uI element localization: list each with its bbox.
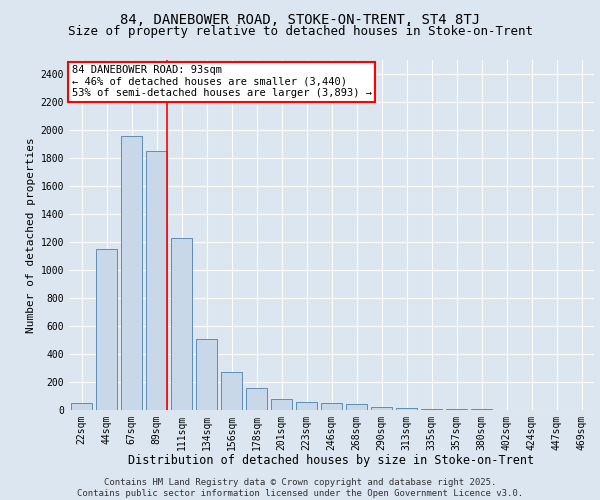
Bar <box>96 249 117 410</box>
Bar <box>146 151 167 410</box>
Bar <box>221 372 242 410</box>
Bar <box>321 403 342 410</box>
Bar <box>171 238 192 410</box>
Bar <box>246 388 267 410</box>
Text: 84, DANEBOWER ROAD, STOKE-ON-TRENT, ST4 8TJ: 84, DANEBOWER ROAD, STOKE-ON-TRENT, ST4 … <box>120 12 480 26</box>
Text: 84 DANEBOWER ROAD: 93sqm
← 46% of detached houses are smaller (3,440)
53% of sem: 84 DANEBOWER ROAD: 93sqm ← 46% of detach… <box>71 66 371 98</box>
Bar <box>121 136 142 410</box>
Y-axis label: Number of detached properties: Number of detached properties <box>26 137 37 333</box>
Bar <box>371 406 392 410</box>
Text: Size of property relative to detached houses in Stoke-on-Trent: Size of property relative to detached ho… <box>67 25 533 38</box>
Bar <box>421 408 442 410</box>
Bar <box>296 402 317 410</box>
Bar <box>71 403 92 410</box>
Text: Contains HM Land Registry data © Crown copyright and database right 2025.
Contai: Contains HM Land Registry data © Crown c… <box>77 478 523 498</box>
Bar <box>271 399 292 410</box>
Bar <box>396 408 417 410</box>
Bar <box>346 404 367 410</box>
X-axis label: Distribution of detached houses by size in Stoke-on-Trent: Distribution of detached houses by size … <box>128 454 535 468</box>
Bar <box>196 338 217 410</box>
